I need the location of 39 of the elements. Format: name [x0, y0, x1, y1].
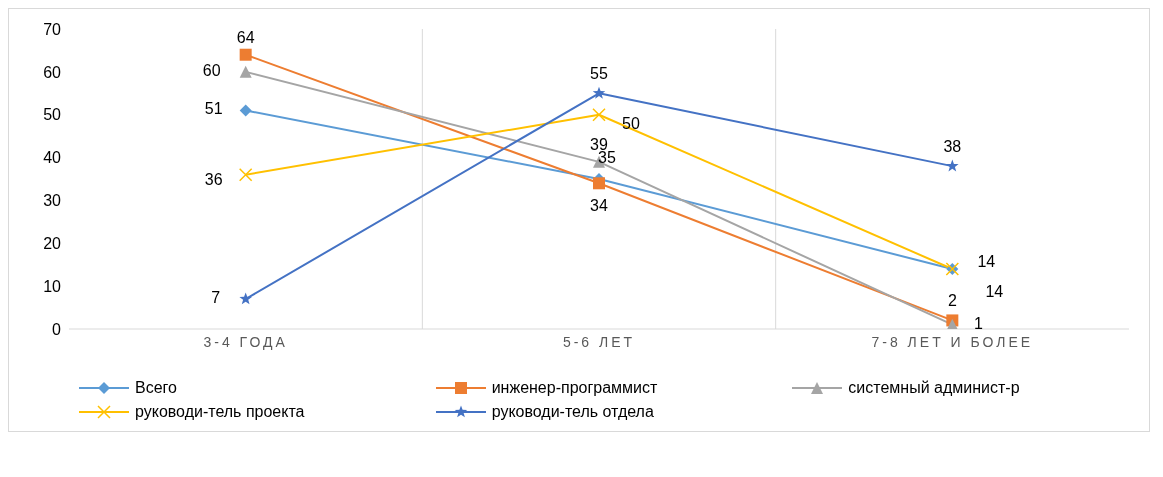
data-label: 14	[985, 283, 1004, 300]
x-tick-label: 5-6 ЛЕТ	[562, 333, 636, 350]
point	[593, 177, 605, 190]
data-label: 7	[211, 289, 221, 306]
point	[239, 48, 252, 61]
y-tick-label: 30	[43, 192, 62, 210]
point	[239, 292, 252, 305]
data-label: 38	[943, 138, 962, 156]
legend-label: Всего	[135, 379, 177, 397]
data-label: 55	[590, 65, 608, 83]
data-label: 64	[236, 28, 255, 46]
data-label: 34	[590, 197, 608, 215]
y-tick-label: 10	[43, 277, 62, 295]
point	[239, 65, 252, 78]
y-tick-label: 70	[43, 20, 62, 38]
data-label: 2	[947, 292, 957, 310]
legend-label: инженер-программист	[491, 379, 658, 397]
data-label: 36	[204, 170, 223, 188]
legend-label: руководи-тель отдела	[491, 403, 654, 421]
data-label: 1	[973, 314, 983, 332]
legend-label: системный админист-р	[848, 379, 1020, 397]
y-tick-label: 0	[52, 320, 62, 338]
point	[946, 159, 959, 172]
x-tick-label: 7-8 ЛЕТ И БОЛЕЕ	[871, 333, 1034, 350]
legend-label: руководи-тель проекта	[135, 403, 305, 421]
data-label: 50	[622, 114, 640, 132]
data-label: 60	[202, 61, 221, 79]
point	[592, 107, 606, 122]
x-tick-label: 3-4 ГОДА	[203, 333, 288, 350]
data-label: 51	[204, 100, 223, 118]
y-tick-label: 50	[43, 106, 62, 124]
point	[239, 104, 252, 117]
y-tick-label: 60	[43, 63, 62, 81]
data-label: 14	[977, 253, 996, 270]
y-tick-label: 40	[43, 149, 62, 167]
point	[592, 86, 606, 99]
y-tick-label: 20	[43, 234, 62, 252]
point	[238, 167, 253, 182]
data-label: 35	[598, 149, 616, 166]
